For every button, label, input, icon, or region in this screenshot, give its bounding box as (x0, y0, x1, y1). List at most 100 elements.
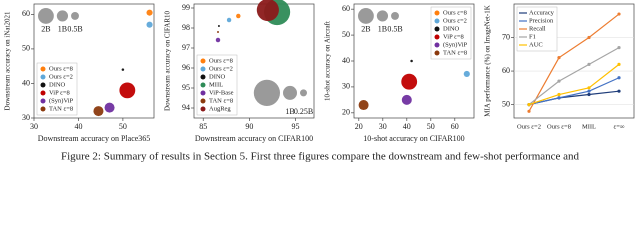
legend-box (36, 62, 78, 116)
bubble (401, 94, 412, 105)
legend-label: AUC (529, 41, 543, 48)
line (528, 13, 620, 112)
bubble (215, 37, 221, 43)
legend-label: TAN ε=8 (209, 97, 233, 104)
x-tick-label: 85 (199, 122, 207, 131)
legend-label: Ours ε=8 (443, 9, 467, 16)
point (557, 96, 561, 100)
x-tick-label: 40 (403, 122, 411, 131)
y-tick-label: 50 (502, 99, 510, 108)
caption: Figure 2: Summary of results in Section … (61, 151, 580, 163)
legend-label: TAN ε=8 (49, 105, 73, 112)
y-axis-label: Downstream accuracy on iNat2021 (4, 11, 12, 110)
legend-label: Ours ε=2 (209, 65, 233, 72)
x-axis-label: Downstream accuracy on CIFAR100 (195, 134, 313, 143)
y-tick-label: 98 (182, 23, 190, 32)
bubble (146, 9, 153, 16)
legend-label: MIIL (209, 81, 223, 88)
legend-label: Precision (529, 17, 554, 24)
size-legend-circle (283, 85, 297, 100)
x-tick-label: 90 (245, 122, 253, 131)
legend-label: ViP-Base (209, 89, 234, 96)
x-tick-label: 20 (355, 122, 363, 131)
point (587, 86, 591, 90)
y-tick-label: 97 (182, 43, 190, 52)
y-tick-label: 50 (342, 30, 350, 39)
legend-label: (Syn)ViP (49, 97, 74, 104)
legend-swatch (200, 66, 206, 72)
y-axis-label: Downstream accuracy on CIFAR10 (164, 11, 172, 111)
legend-swatch (434, 26, 440, 32)
bubble (463, 70, 470, 78)
bubble (217, 31, 219, 33)
point (587, 92, 591, 97)
x-tick-label: 50 (427, 122, 435, 131)
size-legend-label: 0.25B (294, 107, 313, 116)
size-legend-circle (56, 10, 69, 22)
y-tick-label: 95 (182, 83, 190, 92)
y-tick-label: 30 (22, 113, 30, 122)
point (557, 56, 561, 60)
legend-swatch (40, 82, 46, 88)
y-tick-label: 99 (182, 3, 190, 12)
size-legend-label: 2B (361, 25, 370, 34)
legend-swatch (434, 34, 440, 40)
size-legend-circle (71, 11, 79, 20)
x-tick-label: 40 (74, 122, 82, 131)
bubble (226, 17, 232, 23)
bubble (146, 21, 153, 28)
point (557, 92, 561, 97)
legend-label: Accuracy (529, 9, 555, 16)
y-tick-label: 40 (342, 56, 350, 65)
size-legend-circle (391, 11, 399, 20)
x-axis-label: 10-shot accuracy on CIFAR100 (363, 134, 464, 143)
point (617, 89, 621, 93)
size-legend-label: 0.5B (67, 25, 82, 34)
legend-label: AugReg (209, 105, 231, 112)
size-legend-circle (300, 89, 307, 97)
y-axis-label: 10-shot accuracy on Aircraft (324, 21, 332, 101)
legend-label: Recall (529, 25, 546, 32)
y-tick-label: 60 (342, 4, 350, 13)
size-legend-circle (358, 8, 374, 24)
size-legend-label: 1B (58, 25, 67, 34)
legend-label: DINO (49, 81, 66, 88)
x-tick-label: ε=∞ (613, 123, 624, 130)
legend-box (430, 6, 472, 60)
point (527, 102, 531, 107)
bubble (401, 73, 418, 90)
point (617, 76, 621, 80)
bubble (121, 68, 125, 71)
legend-label: TAN ε=8 (443, 49, 467, 56)
x-tick-label: MIIL (582, 123, 596, 130)
legend-label: Ours ε=2 (49, 73, 73, 80)
y-tick-label: 70 (502, 32, 510, 41)
legend-swatch (40, 66, 46, 72)
y-tick-label: 40 (22, 78, 30, 87)
legend-label: (Syn)ViP (443, 41, 468, 48)
legend-swatch (40, 90, 46, 96)
y-tick-label: 94 (182, 103, 190, 112)
point (587, 35, 591, 40)
point (587, 89, 591, 93)
legend-swatch (200, 90, 206, 96)
size-legend-label: 2B (41, 25, 50, 34)
x-tick-label: Ours ε=2 (517, 123, 541, 130)
point (617, 45, 621, 50)
y-axis-label: MIA performance (%) on ImageNet-1K (484, 5, 492, 117)
x-tick-label: 95 (292, 122, 300, 131)
point (587, 62, 591, 66)
legend-swatch (200, 74, 206, 80)
y-tick-label: 50 (22, 44, 30, 53)
legend-swatch (200, 82, 206, 88)
size-legend-circle (253, 79, 280, 106)
legend-swatch (40, 74, 46, 80)
legend-label: Ours ε=8 (49, 65, 73, 72)
legend-label: DINO (443, 25, 460, 32)
bubble (256, 0, 279, 22)
bubble (217, 25, 220, 27)
legend-swatch (434, 42, 440, 48)
point (527, 109, 531, 113)
legend-label: Ours ε=8 (209, 57, 233, 64)
size-legend-circle (376, 10, 389, 22)
